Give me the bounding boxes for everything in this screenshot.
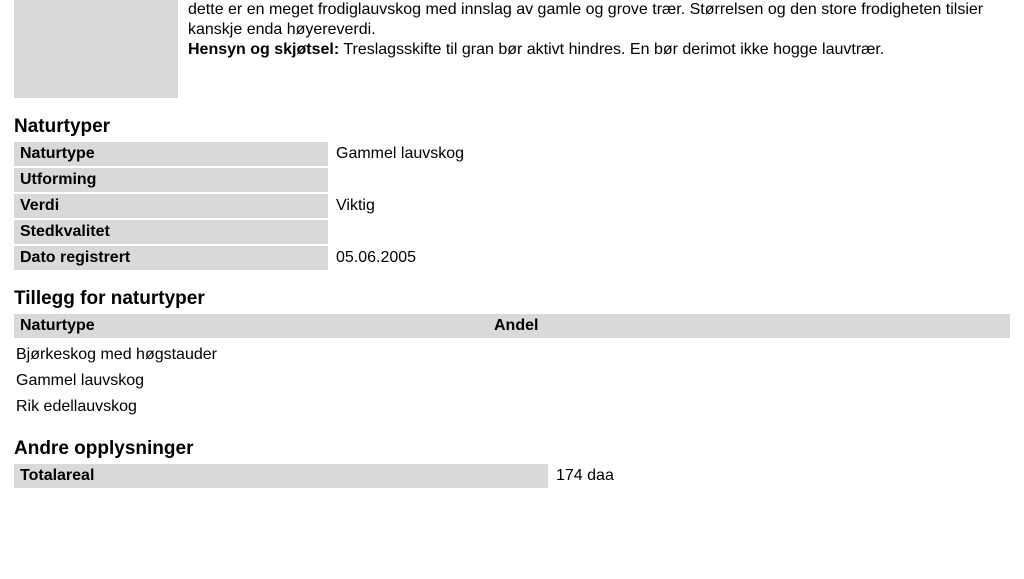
row-dato: Dato registrert 05.06.2005 <box>14 246 1010 270</box>
tillegg-item: Gammel lauvskog <box>14 368 1010 394</box>
intro-row: dette er en meget frodiglauvskog med inn… <box>14 0 1010 98</box>
value-totalareal: 174 daa <box>548 464 622 488</box>
intro-image-placeholder <box>14 0 178 98</box>
value-verdi: Viktig <box>328 194 383 218</box>
row-utforming: Utforming <box>14 168 1010 192</box>
tillegg-col-andel: Andel <box>488 314 1010 338</box>
row-verdi: Verdi Viktig <box>14 194 1010 218</box>
label-totalareal: Totalareal <box>14 464 548 488</box>
andre-heading: Andre opplysninger <box>14 438 1010 460</box>
label-utforming: Utforming <box>14 168 328 192</box>
intro-text: dette er en meget frodiglauvskog med inn… <box>178 0 1010 60</box>
label-dato: Dato registrert <box>14 246 328 270</box>
tillegg-item: Bjørkeskog med høgstauder <box>14 342 1010 368</box>
label-naturtype: Naturtype <box>14 142 328 166</box>
tillegg-col-naturtype: Naturtype <box>14 314 488 338</box>
row-naturtype: Naturtype Gammel lauvskog <box>14 142 1010 166</box>
page-root: dette er en meget frodiglauvskog med inn… <box>0 0 1024 500</box>
label-stedkvalitet: Stedkvalitet <box>14 220 328 244</box>
tillegg-heading: Tillegg for naturtyper <box>14 288 1010 310</box>
row-totalareal: Totalareal 174 daa <box>14 464 1010 488</box>
tillegg-item: Rik edellauvskog <box>14 394 1010 420</box>
value-stedkvalitet <box>328 220 344 244</box>
label-verdi: Verdi <box>14 194 328 218</box>
value-dato: 05.06.2005 <box>328 246 424 270</box>
naturtyper-heading: Naturtyper <box>14 116 1010 138</box>
value-naturtype: Gammel lauvskog <box>328 142 472 166</box>
row-stedkvalitet: Stedkvalitet <box>14 220 1010 244</box>
intro-line2-rest: Treslagsskifte til gran bør aktivt hindr… <box>339 41 884 58</box>
value-utforming <box>328 168 344 192</box>
intro-line2-label: Hensyn og skjøtsel: <box>188 41 339 58</box>
intro-line1: dette er en meget frodiglauvskog med inn… <box>188 1 983 38</box>
tillegg-header-row: Naturtype Andel <box>14 314 1010 338</box>
